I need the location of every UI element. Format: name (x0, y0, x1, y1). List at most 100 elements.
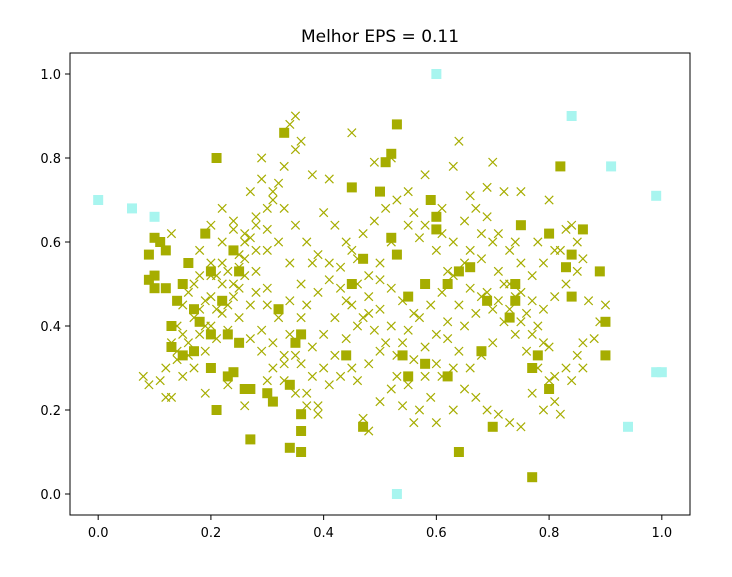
core-point (296, 329, 307, 340)
core-point (476, 346, 487, 357)
x-marker-point (302, 237, 312, 247)
x-marker-point (138, 371, 148, 382)
x-marker-point (555, 409, 565, 419)
x-marker-point (285, 258, 295, 268)
core-point (267, 396, 278, 407)
core-point (296, 426, 307, 436)
core-point (397, 350, 408, 361)
x-marker-point (223, 266, 233, 277)
x-marker-point (206, 258, 216, 268)
x-marker-point (364, 308, 374, 319)
core-point (527, 472, 538, 483)
x-marker-point (217, 308, 227, 319)
x-marker-point (516, 186, 526, 197)
core-point (386, 148, 397, 159)
x-marker-point (302, 388, 312, 398)
x-marker-point (155, 375, 165, 386)
points-layer (93, 69, 667, 499)
noise-point (651, 190, 662, 201)
noise-point (651, 367, 662, 378)
x-marker-point (426, 392, 436, 403)
core-point (160, 245, 171, 256)
x-marker-point (431, 359, 441, 369)
noise-point (606, 161, 617, 172)
x-marker-point (465, 363, 475, 373)
x-marker-point (307, 342, 317, 352)
x-marker-point (285, 329, 295, 340)
core-point (341, 350, 352, 361)
x-marker-point (392, 195, 402, 205)
x-marker-point (183, 338, 193, 348)
x-marker-point (161, 363, 171, 373)
x-marker-point (409, 354, 419, 365)
y-tick-label: 0.6 (40, 236, 61, 251)
x-marker-point (409, 417, 419, 428)
core-point (386, 232, 397, 243)
x-marker-point (578, 338, 588, 348)
y-tick-label: 0.8 (40, 152, 61, 167)
x-marker-point (195, 329, 205, 340)
x-marker-point (437, 287, 447, 298)
x-marker-point (262, 203, 272, 214)
x-marker-point (409, 207, 419, 218)
x-marker-point (454, 346, 464, 356)
x-marker-point (471, 308, 481, 319)
x-marker-point (527, 270, 537, 281)
x-marker-point (200, 346, 210, 356)
x-marker-point (392, 371, 402, 382)
core-point (245, 434, 256, 445)
x-marker-point (307, 258, 317, 268)
x-marker-point (403, 220, 413, 230)
x-marker-point (538, 405, 549, 415)
x-marker-point (296, 312, 306, 323)
core-point (431, 224, 442, 235)
x-marker-point (471, 203, 481, 214)
x-marker-point (200, 388, 210, 398)
x-marker-point (166, 392, 177, 403)
core-point (284, 442, 295, 453)
core-point (166, 321, 177, 331)
x-marker-point (240, 401, 250, 411)
x-marker-point (279, 359, 289, 369)
x-marker-point (223, 380, 233, 390)
x-marker-point (550, 371, 560, 382)
x-marker-point (290, 111, 301, 121)
core-point (487, 421, 498, 432)
core-point (600, 350, 611, 361)
core-point (262, 388, 273, 399)
x-marker-point (386, 283, 396, 293)
x-marker-point (341, 333, 351, 344)
core-point (160, 283, 171, 294)
core-point (577, 224, 588, 235)
x-marker-point (257, 153, 267, 163)
x-marker-point (533, 321, 543, 331)
y-tick-label: 1.0 (40, 68, 61, 83)
x-tick-label: 0.2 (201, 526, 222, 541)
core-point (189, 346, 199, 357)
core-point (234, 337, 245, 348)
core-point (296, 409, 307, 420)
x-marker-point (251, 212, 261, 222)
x-marker-point (285, 296, 295, 306)
x-marker-point (217, 258, 227, 268)
x-marker-point (572, 350, 582, 361)
x-marker-point (307, 371, 317, 382)
x-marker-point (459, 384, 470, 394)
x-marker-point (544, 195, 554, 205)
x-marker-point (251, 220, 261, 230)
x-marker-point (414, 312, 425, 323)
x-marker-point (375, 258, 385, 268)
x-marker-point (335, 371, 346, 382)
x-marker-point (443, 333, 453, 344)
core-point (149, 232, 160, 243)
x-marker-point (217, 203, 227, 214)
x-marker-point (572, 266, 582, 277)
y-tick-label: 0.2 (40, 404, 61, 419)
core-point (228, 245, 239, 256)
x-marker-point (262, 224, 272, 235)
x-marker-point (459, 216, 470, 226)
x-marker-point (319, 363, 329, 373)
x-marker-point (313, 401, 323, 411)
x-marker-point (234, 312, 244, 323)
